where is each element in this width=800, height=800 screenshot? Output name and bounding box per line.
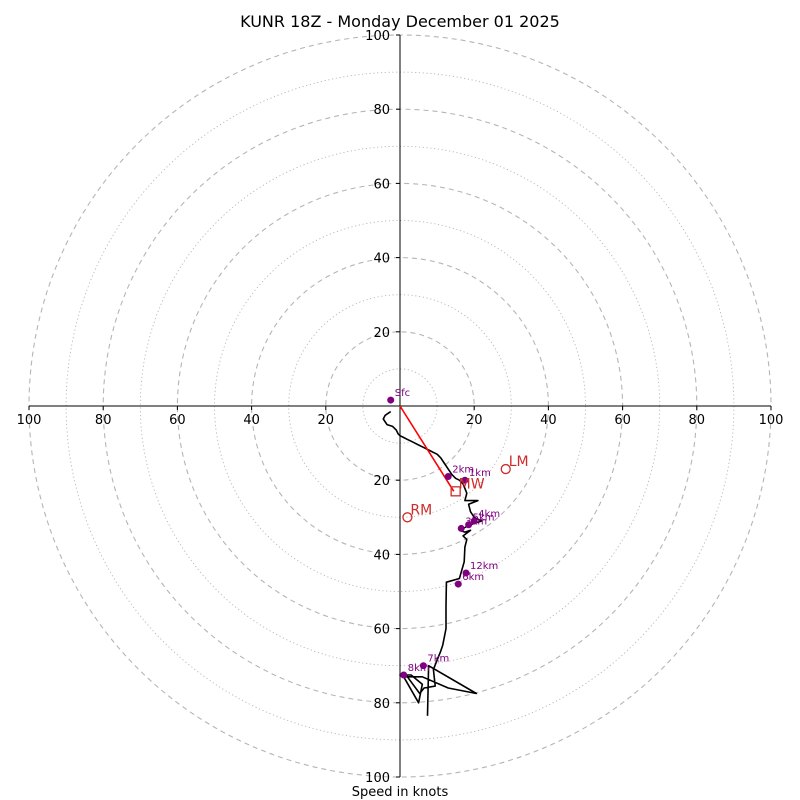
height-label-7km: 7km	[427, 654, 449, 665]
y-tick-label: 100	[365, 771, 390, 786]
height-label-Sfc: Sfc	[395, 388, 410, 399]
height-marker-12km	[462, 569, 470, 577]
height-label-4km: 4km	[478, 509, 500, 520]
y-tick-label: 40	[373, 252, 390, 267]
height-marker-1km	[461, 476, 469, 484]
y-tick-label: 60	[373, 177, 390, 192]
height-label-2km: 2km	[452, 464, 474, 475]
x-tick-label: 100	[759, 413, 784, 428]
x-tick-label: 40	[243, 413, 260, 428]
storm-marker-MW	[450, 486, 461, 497]
storm-marker-LM	[500, 463, 511, 475]
height-label-12km: 12km	[470, 561, 498, 572]
tick-labels: 100 80 60 40 20 20 40 60 80 100 100 80 60 40 20 20 40 60 8…	[17, 29, 784, 786]
height-marker-3km	[457, 524, 465, 532]
height-marker-4km	[470, 517, 478, 525]
y-tick-label: 80	[373, 103, 390, 118]
height-label-1km: 1km	[469, 468, 491, 479]
height-marker-Sfc	[387, 396, 395, 404]
chart-title: KUNR 18Z - Monday December 01 2025	[240, 12, 560, 31]
y-tick-label: 40	[373, 548, 390, 563]
storm-label-RM: RM	[410, 502, 432, 518]
series-lines	[382, 405, 483, 716]
x-tick-label: 100	[17, 413, 42, 428]
height-marker-2km	[444, 472, 452, 480]
y-tick-label: 20	[373, 474, 390, 489]
height-marker-6km	[454, 580, 462, 588]
height-label-6km: 6km	[462, 572, 484, 583]
storm-label-LM: LM	[509, 454, 529, 470]
height-label-8km: 8km	[408, 663, 430, 674]
height-marker-8km	[400, 671, 408, 679]
storm-label-MW: MW	[459, 476, 485, 492]
y-tick-label: 20	[373, 326, 390, 341]
height-marker-7km	[419, 662, 427, 670]
height-marker-5km	[465, 521, 473, 529]
y-tick-label: 80	[373, 697, 390, 712]
y-tick-label: 60	[373, 623, 390, 638]
height-markers: Sfc1km2km3km4km5km6km7km8km12km	[387, 388, 500, 679]
storm-motion-markers: LM RM MW	[402, 454, 529, 523]
x-tick-label: 60	[614, 413, 631, 428]
height-label-5km: 5km	[473, 513, 495, 524]
x-tick-label: 60	[169, 413, 186, 428]
x-tick-label: 40	[540, 413, 557, 428]
x-tick-label: 20	[466, 413, 483, 428]
x-tick-label: 80	[95, 413, 112, 428]
x-tick-label: 20	[318, 413, 335, 428]
storm-marker-RM	[402, 512, 413, 523]
x-tick-label: 80	[689, 413, 706, 428]
x-axis-label: Speed in knots	[352, 785, 449, 800]
y-tick-label: 100	[365, 29, 390, 44]
